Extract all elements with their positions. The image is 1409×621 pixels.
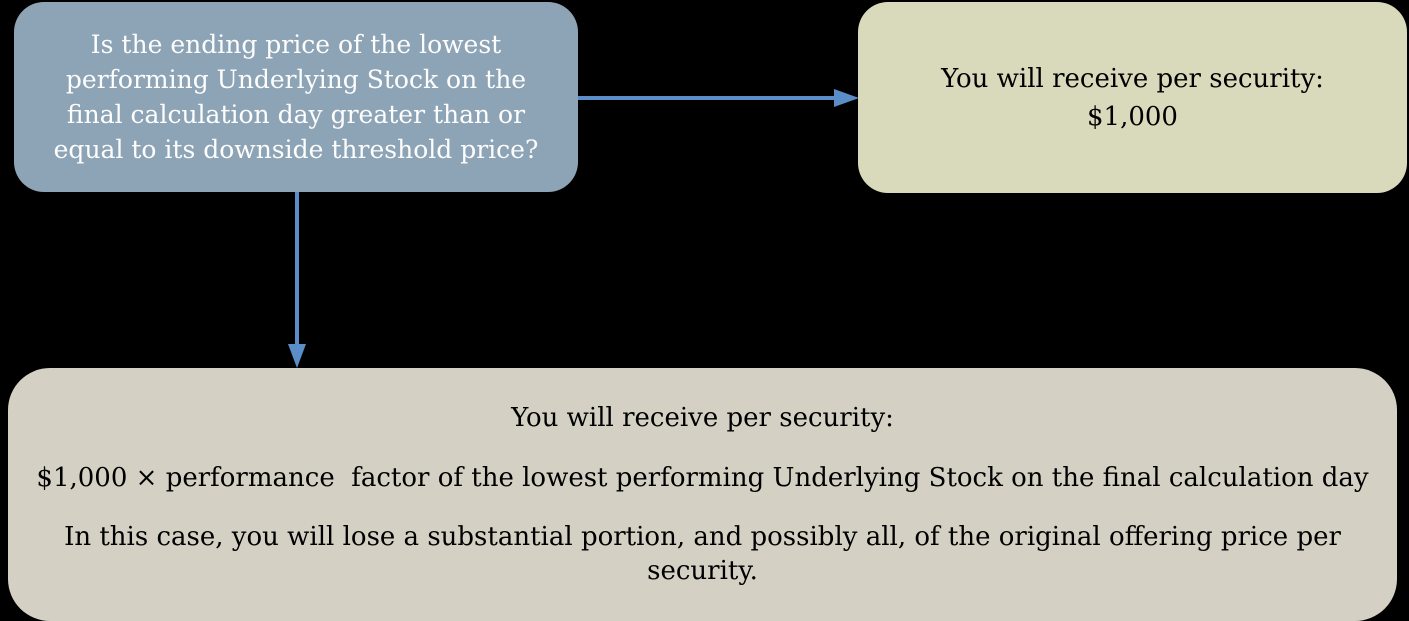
receive-loss-line3: In this case, you will lose a substantia… bbox=[64, 521, 1350, 586]
receive-loss-line1: You will receive per security: bbox=[511, 403, 894, 434]
receive-loss-box: You will receive per security: $1,000 × … bbox=[8, 368, 1397, 621]
question-box-text: Is the ending price of the lowest perfor… bbox=[53, 30, 539, 164]
question-box: Is the ending price of the lowest perfor… bbox=[14, 2, 578, 192]
arrow-down-icon bbox=[288, 192, 306, 368]
receive-par-box: You will receive per security: $1,000 bbox=[858, 2, 1407, 193]
receive-par-line2: $1,000 bbox=[1087, 101, 1178, 132]
receive-par-line1: You will receive per security: bbox=[941, 63, 1324, 94]
arrow-right-icon bbox=[578, 89, 859, 107]
receive-loss-line2: $1,000 × performance factor of the lowes… bbox=[36, 462, 1369, 493]
